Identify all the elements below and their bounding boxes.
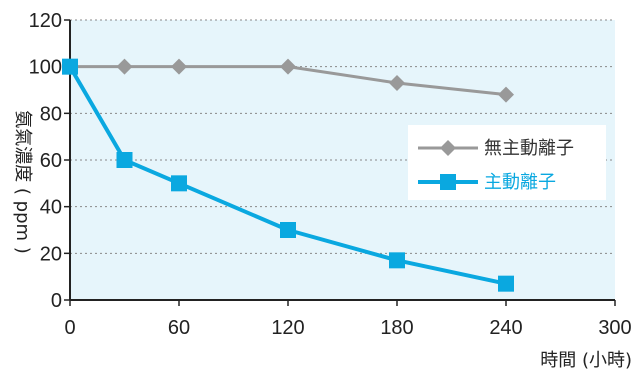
series [62,58,514,292]
series-1-point-4 [389,75,405,91]
y-tick-labels: 0 20 40 60 80 100 120 [29,10,62,312]
y-tick-label-1: 20 [40,243,62,265]
x-tick-label-4: 240 [489,317,522,339]
y-tick-label-6: 120 [29,10,62,32]
y-tick-label-2: 40 [40,197,62,219]
series-1-point-3 [280,58,296,75]
series-1-line [70,65,507,97]
series-1-point-5 [498,86,514,103]
series-2-point-2 [171,175,187,192]
x-tick-label-2: 120 [271,317,304,339]
x-tick-label-3: 180 [380,317,413,339]
legend-label-series-2: 主動離子 [484,172,556,193]
x-tick-labels: 0 60 120 180 240 300 [64,317,631,339]
legend-marker-series-2 [440,174,456,190]
y-tick-label-3: 60 [40,150,62,172]
y-tick-label-4: 80 [40,103,62,125]
series-2-point-4 [389,252,405,269]
y-axis-title: 氨氣濃度 ( ppm ) [12,110,33,254]
y-tick-label-5: 100 [29,57,62,79]
x-axis-title: 時間 (小時) [540,350,632,371]
legend-marker-series-1 [440,140,456,156]
series-2-point-1 [116,152,133,168]
series-2-point-5 [498,275,514,292]
y-tick-label-0: 0 [51,290,62,312]
series-2-point-3 [280,222,296,238]
series-2-point-0 [62,58,78,75]
legend: 無主動離子 主動離子 [408,125,606,200]
x-tick-label-1: 60 [168,317,190,339]
x-tick-label-5: 300 [598,317,631,339]
series-1-point-2 [171,58,187,75]
series-2-line [68,65,507,286]
series-1-point-1 [116,58,133,75]
legend-label-series-1: 無主動離子 [484,138,574,159]
x-tick-label-0: 0 [64,317,75,339]
